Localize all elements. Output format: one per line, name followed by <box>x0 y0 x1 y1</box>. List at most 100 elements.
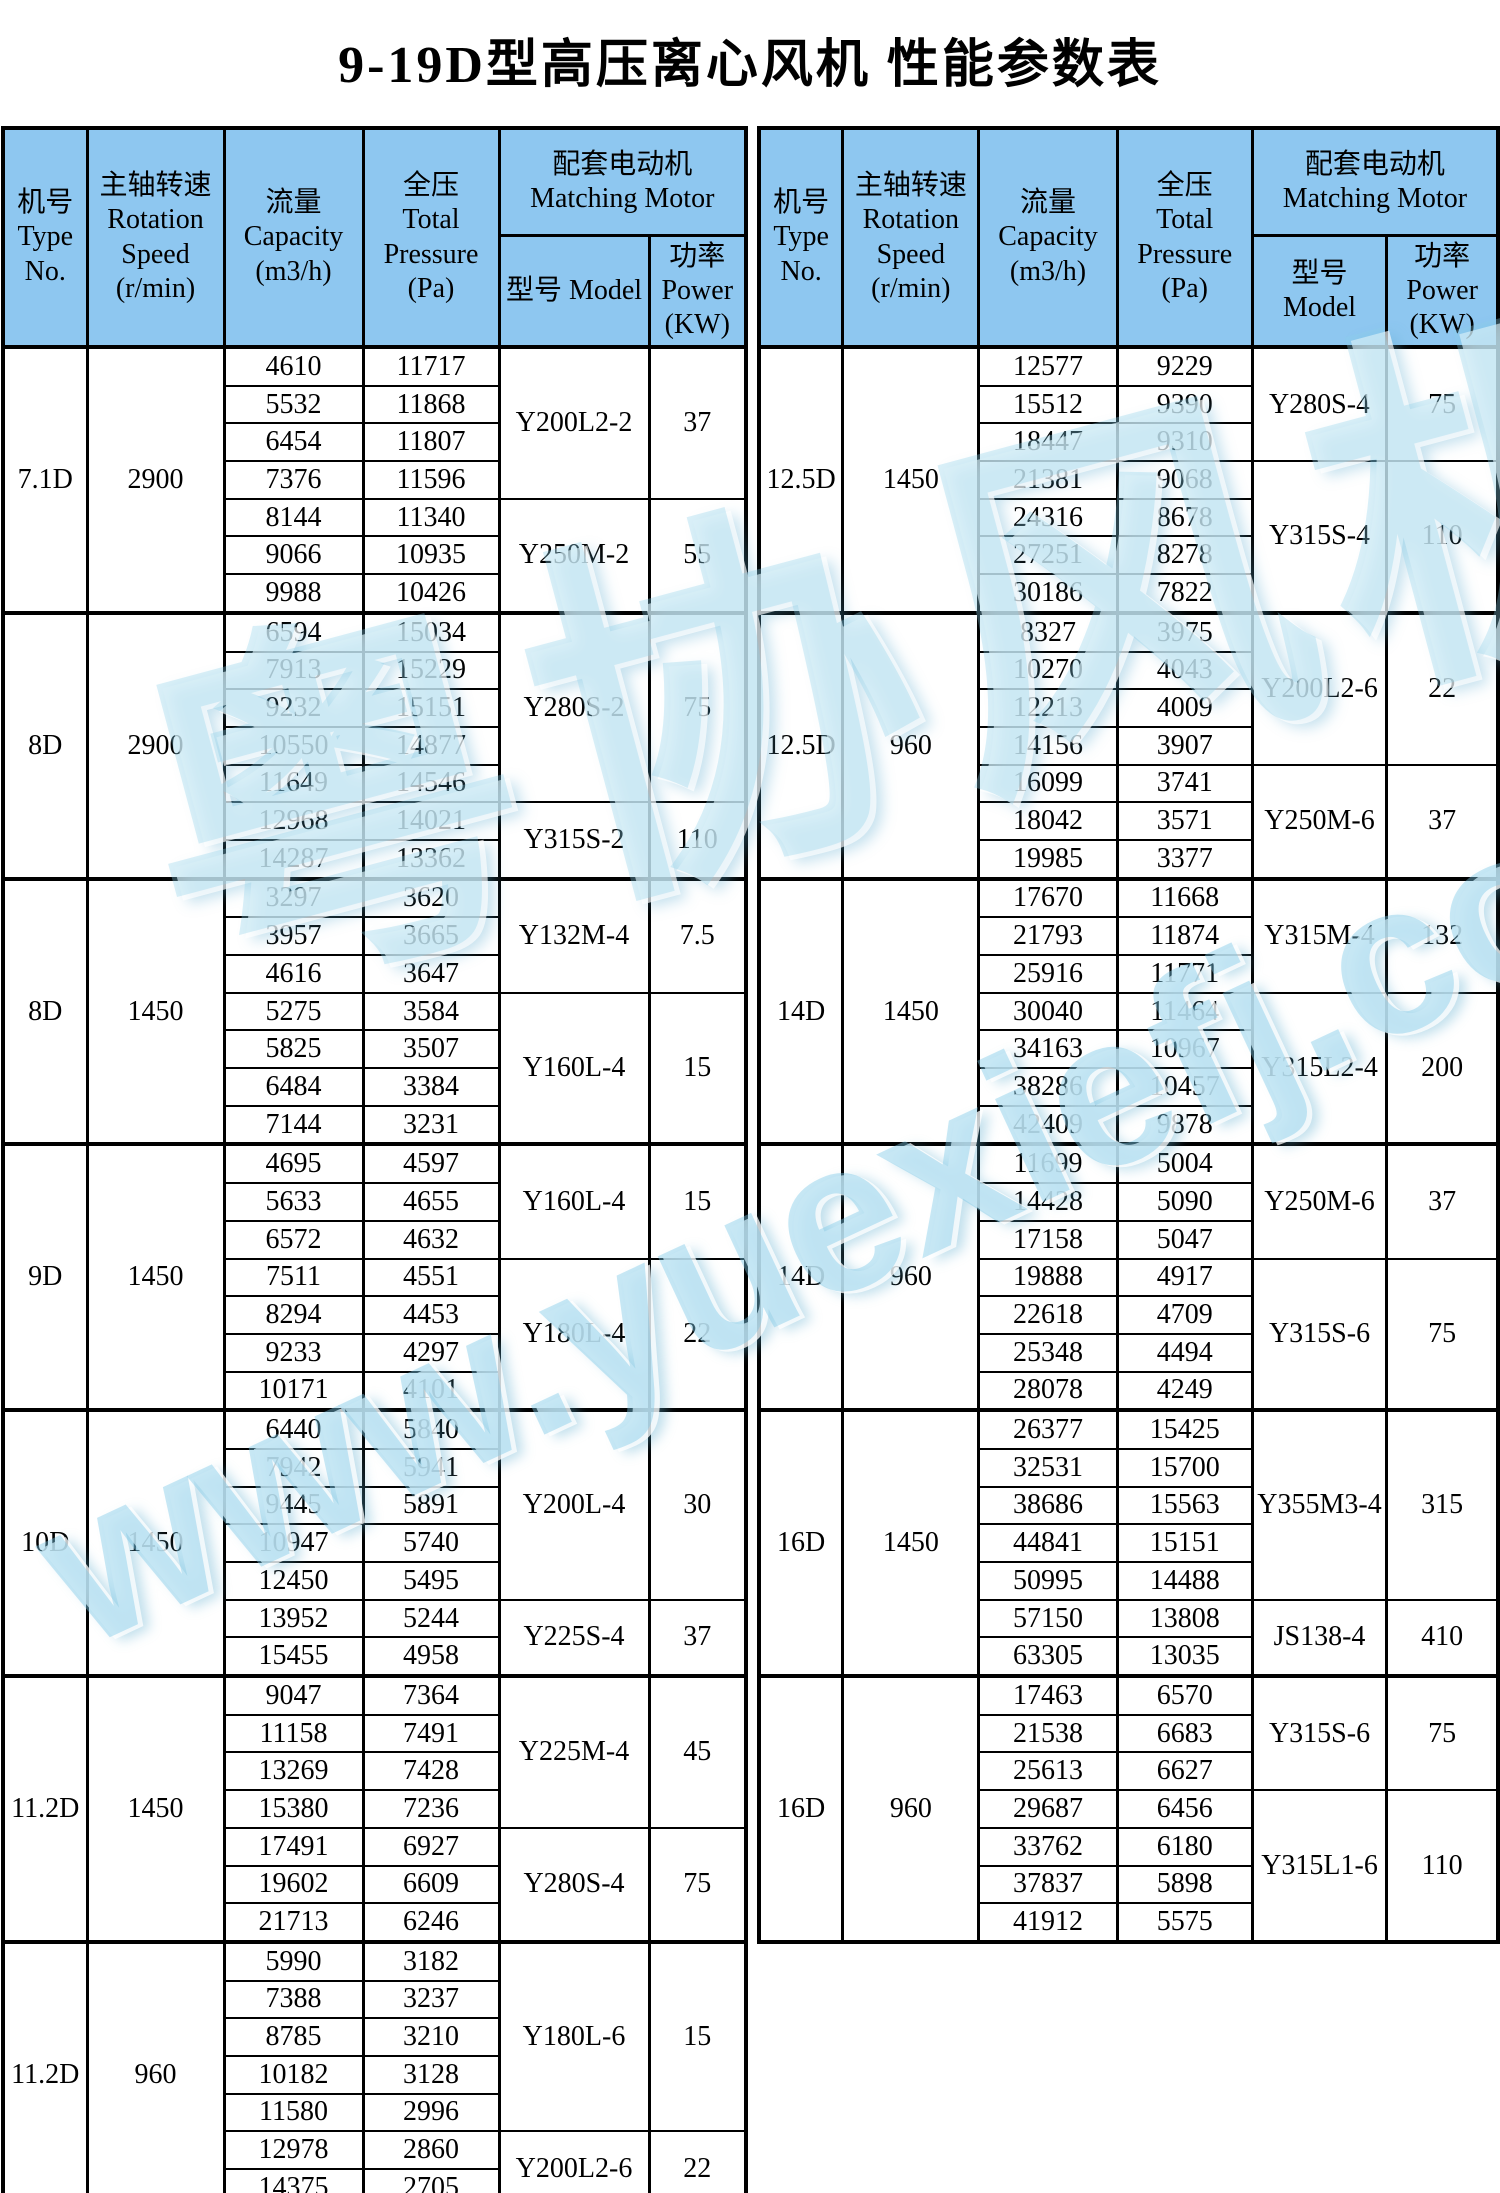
table-row: 50995 14488 <box>759 1561 1498 1601</box>
table-row: 11.2D 960 5990 3182 Y180L-6 15 <box>1 1939 748 2193</box>
motor-power-cell: 410 <box>1385 1598 1500 1678</box>
table-row: 29687 6456 Y315L1-6 110 <box>759 1789 1500 1943</box>
motor-model-cell: Y180L-6 <box>497 1939 651 2133</box>
capacity-cell: 41912 <box>977 1902 1119 1943</box>
pressure-cell: 4297 <box>361 1332 501 1373</box>
pressure-cell: 15700 <box>1115 1447 1254 1488</box>
right-table: 机号 Type No. 主轴转速 Rotation Speed (r/min) 流量 Capac… <box>757 126 1500 1944</box>
capacity-cell: 9233 <box>222 1332 365 1373</box>
header-power: 功率 Power (KW) <box>647 234 748 349</box>
capacity-cell: 15380 <box>222 1789 365 1829</box>
table-row: 9445 5891 <box>3 1485 746 1526</box>
capacity-cell: 7144 <box>222 1104 365 1146</box>
capacity-cell: 19985 <box>977 838 1119 880</box>
capacity-cell: 24316 <box>977 497 1119 538</box>
table-row: 10D 1450 6440 5840 Y200L-4 30 <box>1 1408 748 1678</box>
header-line: Capacity <box>243 221 344 253</box>
type-no-cell: 16D <box>757 1408 845 1678</box>
capacity-cell: 37837 <box>977 1864 1119 1905</box>
header-line: 主轴转速 <box>99 170 212 202</box>
table-row: 38286 10457 <box>759 1067 1498 1107</box>
capacity-cell: 8785 <box>222 2017 365 2057</box>
speed-cell: 1450 <box>841 876 981 1146</box>
table-header: 机号 Type No. 主轴转速 Rotation Speed (r/min) 流量 Capac… <box>757 127 1500 349</box>
capacity-cell: 34163 <box>977 1029 1119 1070</box>
header-line: (Pa) <box>407 272 455 304</box>
motor-power-cell: 315 <box>1385 1408 1500 1601</box>
type-no-cell: 11.2D <box>1 1674 89 1943</box>
pressure-cell: 5495 <box>361 1561 501 1601</box>
motor-model-cell: Y180L-4 <box>497 1257 651 1412</box>
pressure-cell: 4958 <box>361 1636 501 1678</box>
pressure-cell: 15425 <box>1115 1408 1254 1450</box>
header-line: 功率 <box>669 240 726 272</box>
pressure-cell: 13808 <box>1115 1598 1254 1639</box>
table-row: 15512 9390 <box>759 384 1498 425</box>
table-body: 12.5D 1450 12577 9229 Y280S-4 75 15512 9390 1844… <box>757 344 1500 1943</box>
motor-model-cell: Y250M-2 <box>497 497 651 614</box>
table-row: 16099 3741 Y250M-6 37 <box>759 763 1500 880</box>
table-row: 14287 13362 <box>3 838 746 880</box>
table-row: 11649 14546 <box>3 763 746 804</box>
pressure-cell: 3128 <box>361 2054 501 2095</box>
capacity-cell: 21538 <box>977 1713 1119 1754</box>
motor-power-cell: 110 <box>1385 460 1500 614</box>
pressure-cell: 4917 <box>1115 1257 1254 1298</box>
header-line: 配套电动机 <box>1304 148 1445 180</box>
pressure-cell: 5090 <box>1115 1182 1254 1222</box>
pressure-cell: 4597 <box>361 1142 501 1185</box>
capacity-cell: 15512 <box>977 384 1119 425</box>
table-row: 21381 9068 Y315S-4 110 <box>759 460 1500 614</box>
speed-cell: 960 <box>841 610 981 880</box>
table-row: 15455 4958 <box>3 1636 746 1678</box>
table-row: 5275 3584 Y160L-4 15 <box>3 991 748 1146</box>
pressure-cell: 7822 <box>1115 573 1254 614</box>
header-row: 型号 Model 功率 Power (KW) <box>3 234 748 349</box>
pressure-cell: 3584 <box>361 991 501 1032</box>
table-row: 21538 6683 <box>759 1713 1498 1754</box>
table-row: 8144 11340 Y250M-2 55 <box>3 497 748 614</box>
capacity-cell: 9232 <box>222 688 365 728</box>
table-row: 18447 9310 <box>759 422 1498 463</box>
right-table-section: 机号 Type No. 主轴转速 Rotation Speed (r/min) 流量 Capac… <box>757 126 1500 1944</box>
capacity-cell: 17158 <box>977 1219 1119 1260</box>
capacity-cell: 6484 <box>222 1067 365 1107</box>
type-no-cell: 12.5D <box>757 610 845 880</box>
speed-cell: 960 <box>85 1939 226 2193</box>
pressure-cell: 6570 <box>1115 1674 1254 1716</box>
header-row: 机号 Type No. 主轴转速 Rotation Speed (r/min) 流量 Capac… <box>1 127 748 349</box>
table-row: 9988 10426 <box>3 573 746 614</box>
pressure-cell: 9310 <box>1115 422 1254 463</box>
pressure-cell: 4249 <box>1115 1370 1254 1412</box>
capacity-cell: 19888 <box>977 1257 1119 1298</box>
pressure-cell: 11717 <box>361 345 501 387</box>
motor-power-cell: 22 <box>647 2130 748 2193</box>
pressure-cell: 3665 <box>361 916 501 956</box>
capacity-cell: 14375 <box>222 2168 365 2193</box>
speed-cell: 960 <box>841 1674 981 1943</box>
header-type-no: 机号 Type No. <box>757 127 845 349</box>
motor-model-cell: Y355M3-4 <box>1250 1408 1389 1601</box>
header-line: (r/min) <box>871 272 951 304</box>
table-row: 14428 5090 <box>759 1182 1498 1222</box>
header-line: 全压 <box>1156 170 1213 202</box>
pressure-cell: 6927 <box>361 1826 501 1867</box>
header-line: 机号 <box>17 187 74 219</box>
pressure-cell: 3620 <box>361 876 501 919</box>
motor-power-cell: 45 <box>647 1674 748 1829</box>
header-pressure: 全压 Total Pressure (Pa) <box>361 127 501 349</box>
type-no-cell: 8D <box>1 876 89 1146</box>
motor-model-cell: Y250M-6 <box>1250 1142 1389 1260</box>
capacity-cell: 27251 <box>977 535 1119 576</box>
header-line: Matching Motor <box>530 183 715 214</box>
table-row: 42409 9878 <box>759 1104 1498 1146</box>
header-type-no: 机号 Type No. <box>1 127 89 349</box>
capacity-cell: 13952 <box>222 1598 365 1639</box>
pressure-cell: 6627 <box>1115 1751 1254 1792</box>
pressure-cell: 6683 <box>1115 1713 1254 1754</box>
pressure-cell: 8678 <box>1115 497 1254 538</box>
left-table: 机号 Type No. 主轴转速 Rotation Speed (r/min) 流量 Capac… <box>1 126 748 2193</box>
header-line: (KW) <box>1409 309 1475 341</box>
speed-cell: 1450 <box>85 1408 226 1678</box>
